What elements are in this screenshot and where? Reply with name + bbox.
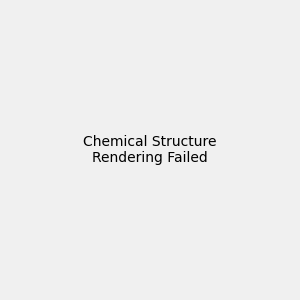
Text: Chemical Structure
Rendering Failed: Chemical Structure Rendering Failed <box>83 135 217 165</box>
